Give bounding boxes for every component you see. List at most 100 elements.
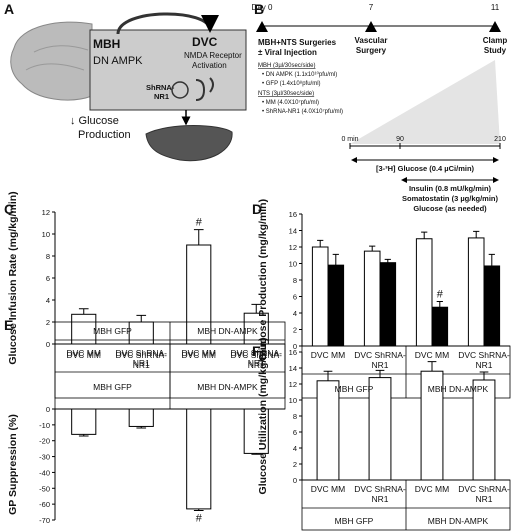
- error-bar: [193, 508, 204, 511]
- label: MBH: [93, 37, 120, 51]
- y-axis-title: Glucose Production (mg/kg/min): [257, 199, 269, 361]
- x-tick-label: DVC ShRNA-NR1: [458, 350, 510, 370]
- y-tick-label: 0: [46, 340, 50, 349]
- y-tick-label: 10: [42, 230, 50, 239]
- panel-letter: C: [4, 201, 14, 217]
- error-bar: [78, 434, 89, 437]
- bar: [379, 262, 397, 347]
- bar: [363, 250, 381, 347]
- y-tick-label: 12: [42, 208, 50, 217]
- pathway-arrow: [116, 12, 219, 35]
- y-axis-title: Glucose Utilization (mg/kg/min): [257, 338, 269, 495]
- y-tick-label: 4: [293, 444, 297, 453]
- note: • MM (4.0X10⁷pfu/ml): [262, 99, 319, 106]
- y-tick-label: 16: [289, 210, 297, 219]
- label: ShRNA-: [146, 83, 175, 92]
- error-bar: [78, 308, 89, 315]
- y-tick-label: -20: [39, 437, 50, 446]
- label: ↓ Glucose: [70, 115, 119, 127]
- error-bar: [384, 258, 391, 263]
- y-tick-label: 0: [293, 476, 297, 485]
- error-bar: [427, 361, 437, 372]
- label: NMDA Receptor: [184, 51, 242, 60]
- bar: [311, 246, 329, 347]
- error-bar: [479, 371, 489, 380]
- panel-a: A MBH DN AMPK DVC NMDA Receptor Activati…: [4, 1, 247, 162]
- y-tick-label: 4: [293, 309, 297, 318]
- x-tick-label: DVC MM: [310, 484, 346, 494]
- y-tick-label: 10: [289, 396, 297, 405]
- error-bar: [421, 231, 428, 239]
- label: DN AMPK: [93, 55, 143, 67]
- zoom-fan: [350, 60, 500, 144]
- y-tick-label: 2: [293, 326, 297, 335]
- error-bar: [323, 370, 333, 381]
- y-tick-label: 0: [293, 342, 297, 351]
- y-tick-label: 14: [289, 227, 297, 236]
- label: Activation: [192, 61, 227, 70]
- annotation: #: [437, 288, 444, 300]
- note: • GFP (1.4x10⁸pfu/ml): [262, 80, 321, 87]
- y-tick-label: 6: [293, 428, 297, 437]
- inhibit-icon: [171, 81, 189, 99]
- x-tick-label: DVC ShRNA-NR1: [354, 484, 406, 504]
- x-tick-label: DVC MM: [66, 348, 101, 358]
- bar: [71, 313, 97, 345]
- x-tick-label: DVC MM: [310, 350, 346, 360]
- annotation: #: [196, 512, 203, 524]
- bar: [243, 312, 269, 345]
- bar: [483, 265, 501, 347]
- brain: [10, 21, 93, 101]
- y-tick-label: 0: [46, 405, 50, 414]
- y-tick-label: 8: [293, 276, 297, 285]
- panel-b: B Day 0 7 11 MBH+NTS Surgeries ± Viral I…: [252, 1, 508, 213]
- note: • DN AMPK (1.1x10¹⁰pfu/ml): [262, 71, 337, 78]
- group-label: MBH GFP: [93, 326, 132, 336]
- time-label: 210: [494, 136, 506, 143]
- panel-letter: E: [4, 317, 13, 333]
- y-axis-title: Glucose Infusion Rate (mg/kg/min): [7, 191, 19, 364]
- y-tick-label: -60: [39, 500, 50, 509]
- time-tick: [349, 143, 501, 149]
- group-label: MBH DN-AMPK: [197, 382, 258, 392]
- y-axis-title: GP Suppression (%): [7, 414, 19, 515]
- label: NR1: [154, 92, 169, 101]
- y-tick-label: -70: [39, 516, 50, 525]
- brain-inset: [89, 29, 247, 111]
- timeline-label: 7: [369, 3, 374, 12]
- y-tick-label: 4: [46, 296, 50, 305]
- error-bar: [251, 453, 262, 455]
- panel-letter: D: [252, 201, 262, 217]
- bar: [186, 408, 212, 510]
- error-bar: [251, 303, 262, 314]
- y-tick-label: -30: [39, 453, 50, 462]
- label: [3-³H] Glucose (0.4 µCi/min): [376, 164, 475, 173]
- y-tick-label: 10: [289, 260, 297, 269]
- label: Glucose (as needed): [413, 204, 487, 213]
- label: DVC: [192, 35, 218, 49]
- label: Production: [78, 129, 131, 141]
- y-tick-label: 6: [46, 274, 50, 283]
- panel-letter: A: [4, 1, 14, 17]
- y-tick-label: 6: [293, 293, 297, 302]
- bar: [431, 306, 449, 347]
- label: Surgery: [356, 46, 387, 55]
- error-bar: [375, 369, 385, 378]
- x-tick-label: DVC MM: [181, 348, 216, 358]
- x-tick-label: DVC MM: [181, 350, 216, 360]
- x-tick-label: DVC ShRNA-NR1: [115, 350, 167, 370]
- y-tick-label: -50: [39, 484, 50, 493]
- error-bar: [436, 300, 443, 308]
- x-tick-label: DVC ShRNA-NR1: [115, 348, 167, 368]
- time-label: 0 min: [341, 136, 358, 143]
- y-tick-label: 2: [293, 460, 297, 469]
- note: NTS (3µl/30sec/side): [258, 91, 314, 97]
- group-label: MBH GFP: [334, 516, 374, 526]
- timeline-label: Day 0: [252, 3, 273, 12]
- brain-fold: [25, 45, 89, 71]
- y-tick-label: 8: [293, 412, 297, 421]
- error-bar: [332, 253, 339, 266]
- x-tick-label: DVC ShRNA-NR1: [230, 348, 282, 368]
- x-tick-label: DVC ShRNA-NR1: [458, 484, 510, 504]
